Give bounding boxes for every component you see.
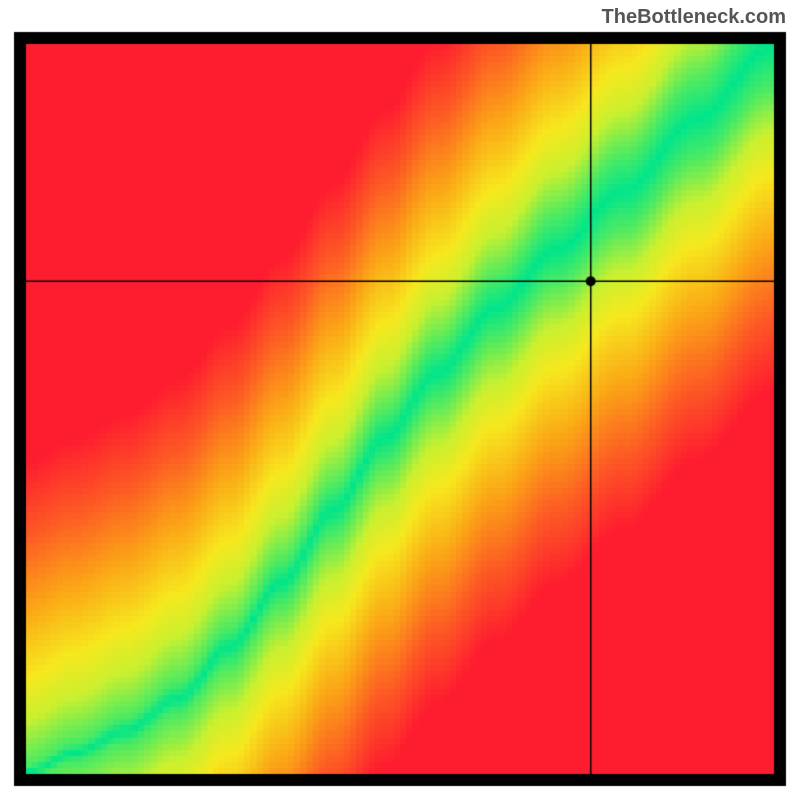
chart-container: TheBottleneck.com <box>0 0 800 800</box>
heatmap-canvas <box>0 0 800 800</box>
watermark-text: TheBottleneck.com <box>602 6 786 29</box>
